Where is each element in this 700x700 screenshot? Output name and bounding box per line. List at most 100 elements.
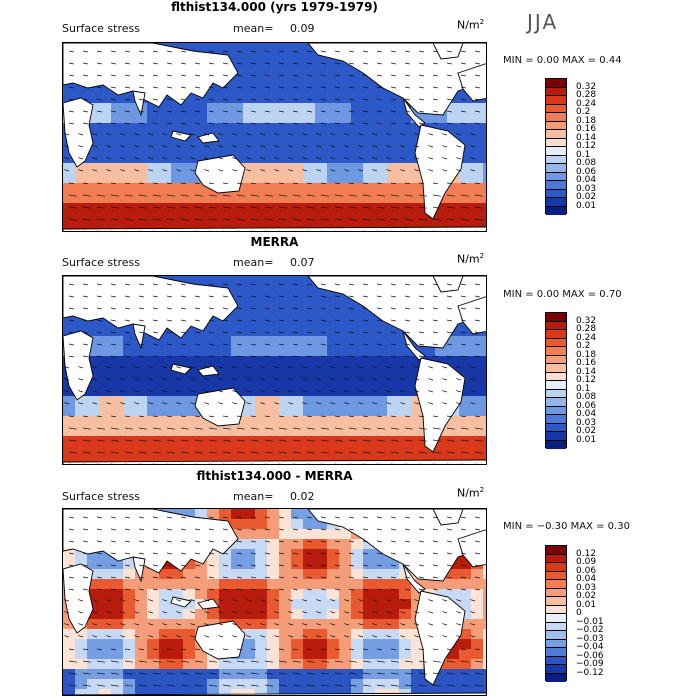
colorbar-tick-label: 0.16 bbox=[576, 358, 597, 368]
colorbar-swatch bbox=[546, 164, 566, 173]
map-plot bbox=[62, 508, 487, 696]
colorbar-swatch bbox=[546, 665, 566, 674]
colorbar-tick-label: 0.14 bbox=[576, 366, 597, 377]
colorbar-swatch bbox=[546, 639, 566, 648]
colorbar-tick-label: 0.24 bbox=[576, 98, 597, 109]
panel-title: MERRA bbox=[250, 235, 299, 249]
colorbar-tick-label: 0.1 bbox=[576, 383, 591, 394]
colorbar-swatch bbox=[546, 87, 566, 96]
colorbar-tick-label: 0.14 bbox=[576, 132, 597, 143]
units-label: N/m2 bbox=[457, 252, 485, 266]
colorbar-tick-label: −0.12 bbox=[576, 667, 604, 678]
colorbar-swatch bbox=[546, 206, 566, 215]
units-label: N/m2 bbox=[457, 486, 485, 500]
colorbar-swatch bbox=[546, 113, 566, 122]
colorbar-tick-label: 0.12 bbox=[576, 375, 597, 385]
colorbar-tick-label: 0.02 bbox=[576, 192, 597, 202]
colorbar-swatch bbox=[546, 189, 566, 198]
colorbar-swatch bbox=[546, 588, 566, 597]
colorbar-swatch bbox=[546, 614, 566, 623]
min-max-label: MIN = −0.30 MAX = 0.30 bbox=[503, 521, 630, 532]
colorbar-swatch bbox=[546, 130, 566, 139]
colorbar-tick-label: 0.04 bbox=[576, 574, 597, 584]
colorbar-swatch bbox=[546, 571, 566, 580]
colorbar-swatch bbox=[546, 656, 566, 665]
colorbar-swatch bbox=[546, 372, 566, 381]
units-label: N/m2 bbox=[457, 18, 485, 32]
wind-stress-vectors bbox=[64, 283, 483, 464]
colorbar-tick-label: 0.09 bbox=[576, 557, 597, 567]
colorbar-tick-label: −0.04 bbox=[576, 642, 604, 652]
colorbar-swatch bbox=[546, 580, 566, 589]
colorbar-swatch bbox=[546, 432, 566, 441]
colorbar-tick-label: −0.09 bbox=[576, 659, 604, 669]
colorbar-tick-label: 0.06 bbox=[576, 400, 597, 411]
mean-label: mean= bbox=[233, 490, 274, 503]
colorbar-tick-label: 0.02 bbox=[576, 426, 597, 436]
colorbar-tick-label: −0.06 bbox=[576, 650, 604, 661]
panel-title: flthist134.000 - MERRA bbox=[196, 469, 353, 483]
wind-stress-vectors bbox=[64, 50, 483, 231]
colorbar-tick-label: 0.06 bbox=[576, 565, 597, 576]
colorbar-tick-label: 0.01 bbox=[576, 434, 597, 445]
min-max-label: MIN = 0.00 MAX = 0.44 bbox=[503, 55, 622, 66]
colorbar-swatch bbox=[546, 181, 566, 190]
colorbar bbox=[545, 78, 567, 215]
colorbar-swatch bbox=[546, 622, 566, 631]
map-plot bbox=[62, 275, 487, 465]
panel-title: flthist134.000 (yrs 1979-1979) bbox=[171, 0, 378, 14]
colorbar-swatch bbox=[546, 406, 566, 415]
colorbar-tick-label: 0.08 bbox=[576, 392, 597, 402]
colorbar-swatch bbox=[546, 364, 566, 373]
colorbar-tick-label: 0.06 bbox=[576, 166, 597, 177]
colorbar-swatch bbox=[546, 631, 566, 640]
colorbar-swatch bbox=[546, 440, 566, 449]
colorbar-swatch bbox=[546, 563, 566, 572]
colorbar-swatch bbox=[546, 79, 566, 88]
colorbar-swatch bbox=[546, 597, 566, 606]
colorbar-swatch bbox=[546, 121, 566, 130]
colorbar-swatch bbox=[546, 605, 566, 614]
colorbar-swatch bbox=[546, 104, 566, 113]
colorbar-swatch bbox=[546, 96, 566, 105]
colorbar-swatch bbox=[546, 673, 566, 682]
colorbar-tick-label: 0.32 bbox=[576, 315, 597, 326]
min-max-label: MIN = 0.00 MAX = 0.70 bbox=[503, 289, 622, 300]
colorbar-swatch bbox=[546, 546, 566, 555]
colorbar-swatch bbox=[546, 313, 566, 322]
colorbar-tick-label: 0.04 bbox=[576, 175, 597, 185]
colorbar-tick-label: 0.18 bbox=[576, 115, 597, 126]
season-label: JJA bbox=[527, 10, 559, 34]
colorbar-tick-label: −0.03 bbox=[576, 633, 604, 644]
colorbar-tick-label: −0.02 bbox=[576, 625, 604, 635]
colorbar-swatch bbox=[546, 423, 566, 432]
colorbar-tick-label: 0.1 bbox=[576, 149, 591, 160]
colorbar-swatch bbox=[546, 381, 566, 390]
colorbar-tick-label: 0.24 bbox=[576, 332, 597, 343]
mean-label: mean= bbox=[233, 256, 274, 269]
colorbar-tick-label: 0.03 bbox=[576, 183, 597, 194]
map-plot bbox=[62, 42, 487, 232]
wind-stress-vectors bbox=[64, 516, 483, 687]
colorbar-tick-label: 0.03 bbox=[576, 417, 597, 428]
colorbar-tick-label: 0.2 bbox=[576, 107, 591, 117]
colorbar-swatch bbox=[546, 147, 566, 156]
colorbar-swatch bbox=[546, 330, 566, 339]
colorbar-swatch bbox=[546, 347, 566, 356]
land-masses bbox=[63, 43, 486, 231]
colorbar-tick-label: 0.02 bbox=[576, 591, 597, 601]
colorbar-tick-label: 0.2 bbox=[576, 341, 591, 351]
colorbar-swatch bbox=[546, 155, 566, 164]
colorbar-tick-label: 0.18 bbox=[576, 349, 597, 360]
colorbar-swatch bbox=[546, 554, 566, 563]
colorbar-swatch bbox=[546, 138, 566, 147]
colorbar-tick-label: 0.04 bbox=[576, 409, 597, 419]
land-masses bbox=[63, 509, 486, 695]
colorbar-swatch bbox=[546, 172, 566, 181]
colorbar-tick-label: 0.01 bbox=[576, 599, 597, 610]
colorbar bbox=[545, 545, 567, 682]
variable-label: Surface stress bbox=[62, 490, 140, 503]
colorbar-tick-label: 0.28 bbox=[576, 90, 597, 100]
colorbar-tick-label: −0.01 bbox=[576, 616, 604, 627]
colorbar-swatch bbox=[546, 338, 566, 347]
